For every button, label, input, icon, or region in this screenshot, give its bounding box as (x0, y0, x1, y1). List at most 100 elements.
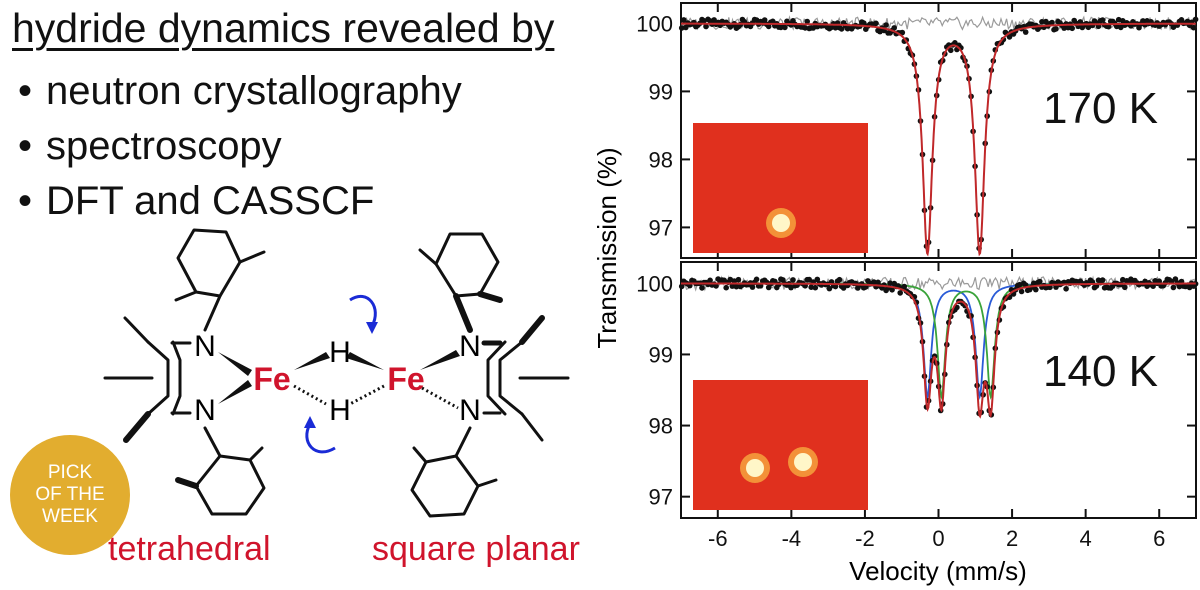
data-point (1105, 23, 1112, 30)
x-tick-label: -2 (855, 526, 875, 551)
data-point (1099, 277, 1106, 283)
inset-spot (746, 459, 764, 477)
badge-line: PICK (47, 462, 93, 483)
data-point (733, 283, 740, 290)
data-point (678, 25, 685, 31)
methyl-bond (175, 477, 199, 489)
ligand-backbone (146, 340, 170, 416)
x-axis-label: Velocity (mm/s) (849, 556, 1027, 586)
data-point (836, 276, 843, 283)
geometry-label-square-planar: square planar (372, 530, 580, 568)
methyl-bond (123, 411, 151, 443)
aryl-ring (410, 454, 480, 518)
data-point (1192, 16, 1199, 23)
y-tick-label: 97 (649, 485, 673, 510)
headline: hydride dynamics revealed by (12, 5, 555, 51)
data-point (1061, 25, 1067, 31)
data-point (826, 285, 833, 292)
hashed-bond (421, 386, 459, 410)
hydride-label: H (329, 336, 351, 369)
data-point (804, 18, 810, 25)
data-point (1190, 24, 1197, 31)
data-point (889, 287, 895, 293)
methyl-bond (248, 446, 264, 462)
ligand-backbone (486, 340, 507, 416)
data-point (1077, 19, 1084, 25)
data-point (873, 20, 879, 27)
bullet-item: spectroscopy (18, 119, 462, 174)
data-point (1022, 29, 1029, 35)
methyl-bond (520, 412, 544, 442)
y-tick-label: 100 (636, 271, 673, 296)
data-point (814, 276, 821, 283)
aryl-bond (453, 293, 473, 333)
total-fit-line (681, 282, 1196, 419)
badge-line: OF THE (35, 484, 105, 505)
exchange-arrows (304, 294, 378, 454)
y-tick-label: 97 (649, 215, 673, 240)
data-point (901, 283, 908, 290)
data-point (678, 283, 685, 290)
data-point (699, 285, 705, 291)
data-point (707, 277, 713, 284)
data-point (1150, 283, 1156, 290)
data-point (832, 25, 839, 31)
y-tick-label: 99 (649, 79, 673, 104)
nitrogen-label: N (194, 394, 216, 427)
data-point (1037, 278, 1043, 285)
data-point (749, 284, 756, 290)
arrowhead (304, 416, 316, 428)
aryl-ring (194, 454, 266, 516)
iron-label: Fe (387, 361, 424, 397)
methyl-bond (238, 250, 266, 264)
ligand-backbone (498, 340, 524, 416)
data-point (770, 18, 776, 25)
data-point (1063, 286, 1069, 292)
data-point (899, 29, 906, 36)
nitrogen-label: N (194, 330, 216, 363)
wedge-bond (218, 380, 252, 404)
y-tick-label: 98 (649, 414, 673, 439)
y-tick-label: 100 (636, 11, 673, 36)
arrow-curve (305, 423, 336, 454)
data-point (1006, 34, 1013, 40)
arrowhead (366, 322, 378, 334)
inset-spot (794, 453, 812, 471)
data-point (883, 22, 889, 28)
data-point (683, 24, 689, 31)
data-point (808, 284, 814, 291)
data-point (838, 26, 845, 32)
data-point (1176, 283, 1183, 290)
temperature-annotation: 140 K (1043, 347, 1158, 396)
x-tick-label: 6 (1153, 526, 1165, 551)
data-point (765, 23, 772, 30)
x-tick-label: 2 (1006, 526, 1018, 551)
temperature-annotation: 170 K (1043, 84, 1158, 133)
data-point (790, 277, 796, 283)
diiron-hydride-structure: N N N N H H Fe Fe (103, 228, 570, 518)
wedge-bond (294, 352, 330, 370)
y-tick-label: 99 (649, 342, 673, 367)
data-point (729, 283, 736, 289)
y-tick-label: 98 (649, 147, 673, 172)
x-tick-label: 4 (1080, 526, 1092, 551)
wedge-bond (218, 352, 252, 376)
hashed-bond (293, 384, 327, 406)
inset-image (693, 380, 868, 510)
methyl-bond (412, 446, 428, 464)
data-point (1099, 17, 1106, 23)
data-point (1069, 25, 1075, 32)
data-point (948, 47, 954, 54)
aryl-bond (203, 426, 222, 458)
data-point (1122, 284, 1128, 291)
data-point (723, 284, 729, 291)
arrow-curve (349, 294, 377, 327)
x-tick-label: -6 (708, 526, 728, 551)
data-point (871, 279, 877, 285)
data-point (761, 17, 768, 23)
data-point (735, 276, 742, 283)
bullet-list: neutron crystallography spectroscopy DFT… (18, 64, 462, 229)
data-point (861, 20, 867, 26)
aryl-bond (454, 426, 472, 458)
ligand-backbone (171, 340, 182, 416)
